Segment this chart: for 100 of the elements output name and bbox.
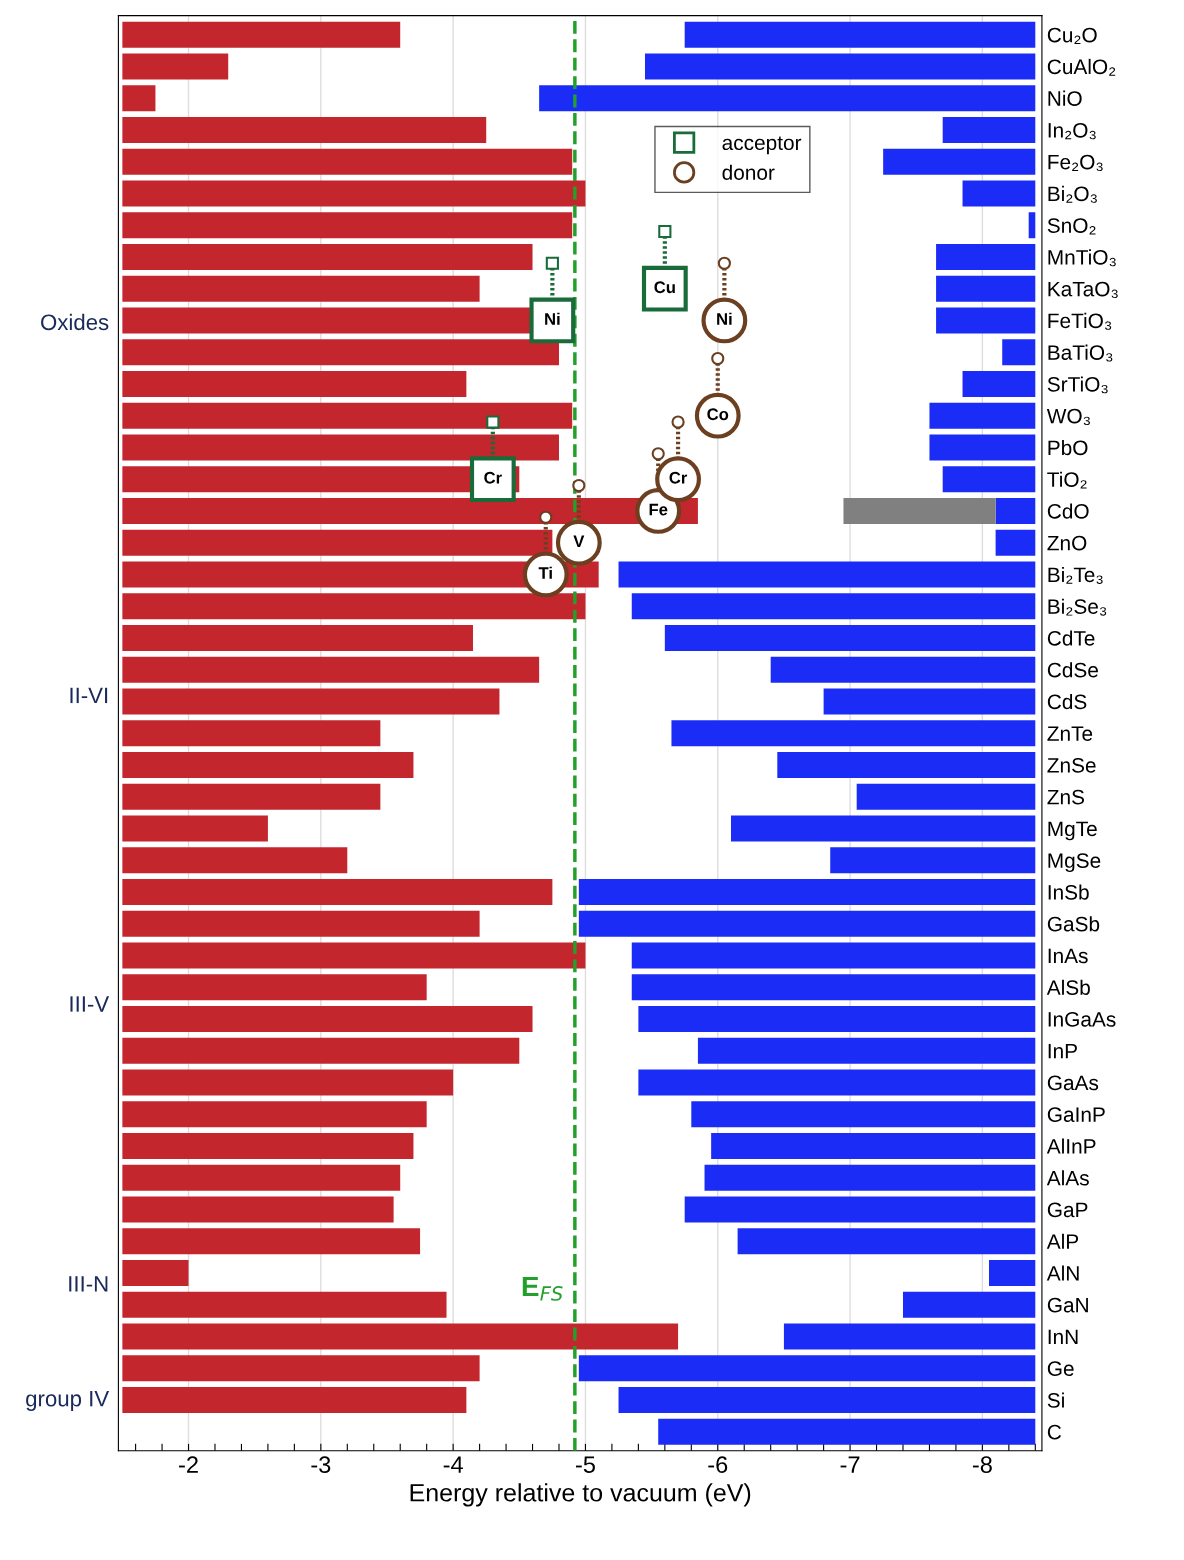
- x-axis-title: Energy relative to vacuum (eV): [410, 1483, 751, 1507]
- text: group IV: [26, 1391, 110, 1411]
- y-tick-label: KaTaO₃: [1048, 281, 1118, 299]
- bar: [122, 1005, 533, 1032]
- y-tick-label: GaN: [1047, 1297, 1088, 1313]
- bar: [777, 751, 1036, 778]
- data-label: Ti: [538, 566, 552, 579]
- bar: [711, 1132, 1036, 1159]
- bar: [122, 942, 586, 969]
- bar: [989, 1259, 1036, 1287]
- bar: [737, 1228, 1036, 1255]
- bar: [122, 1291, 447, 1318]
- bar: [691, 1101, 1036, 1128]
- bar: [122, 974, 427, 1001]
- y-tick-label: SnO₂: [1047, 218, 1096, 235]
- bar: [122, 1132, 414, 1159]
- data-label: V: [573, 535, 585, 547]
- bar: [122, 878, 553, 905]
- bar: [638, 1005, 1036, 1032]
- bar: [122, 1037, 520, 1064]
- text: III-N: [69, 1276, 108, 1292]
- y-tick-label: AlAs: [1046, 1170, 1089, 1186]
- bar: [962, 180, 1036, 207]
- x-tick-label: -3: [311, 1456, 331, 1473]
- bar: [929, 434, 1036, 461]
- bar: [122, 688, 500, 715]
- y-tick-label: InSb: [1048, 884, 1089, 900]
- y-tick-label: Fe₂O₃: [1048, 154, 1103, 172]
- bar: [1028, 212, 1036, 239]
- bar: [122, 339, 559, 366]
- bar: [942, 466, 1036, 493]
- bar: [122, 402, 573, 429]
- y-tick-label: Si: [1047, 1392, 1064, 1408]
- bar: [830, 847, 1036, 874]
- bar: [578, 878, 1036, 905]
- data-label: Cu: [654, 281, 675, 294]
- y-tick-label: MnTiO₃: [1048, 249, 1116, 267]
- bar: [122, 593, 586, 620]
- data-label: Ni: [545, 312, 560, 325]
- bar: [122, 1196, 394, 1223]
- y-tick-label: BaTiO₃: [1048, 344, 1113, 362]
- bar: [995, 529, 1036, 556]
- x-tick-label: -4: [443, 1456, 463, 1473]
- bar: [122, 1386, 467, 1414]
- bar: [122, 21, 401, 48]
- text: Oxides: [41, 313, 109, 331]
- bar: [618, 561, 1036, 588]
- y-tick-label: TiO₂: [1047, 471, 1087, 489]
- bar: [658, 1418, 1036, 1445]
- y-tick-label: Ge: [1047, 1361, 1074, 1376]
- data-label: Cr: [669, 471, 688, 484]
- bar: [684, 21, 1036, 48]
- y-tick-label: InP: [1048, 1043, 1077, 1059]
- bar: [883, 148, 1036, 175]
- y-tick-label: PbO: [1048, 439, 1088, 456]
- bar: [856, 783, 1036, 810]
- y-tick-label: Bi₂Se₃: [1048, 598, 1107, 616]
- bar: [122, 720, 381, 747]
- y-tick-label: CdTe: [1047, 630, 1095, 646]
- y-tick-label: ZnS: [1047, 789, 1085, 805]
- y-tick-label: AlP: [1046, 1233, 1079, 1249]
- bar: [122, 847, 348, 874]
- y-tick-label: Cu₂O: [1047, 27, 1097, 44]
- y-tick-label: Bi₂O₃: [1048, 185, 1097, 203]
- bar: [783, 1323, 1036, 1350]
- bar: [671, 720, 1036, 747]
- bar: [122, 148, 573, 175]
- y-tick-label: CdSe: [1047, 662, 1098, 678]
- bar: [578, 1355, 1036, 1382]
- y-tick-label: WO₃: [1046, 408, 1090, 426]
- y-tick-label: Bi₂Te₃: [1048, 566, 1103, 584]
- bar: [1002, 339, 1036, 366]
- bar: [122, 116, 487, 143]
- bar: [843, 497, 996, 524]
- bar: [122, 815, 268, 842]
- bar: [122, 370, 467, 397]
- bar: [122, 1259, 189, 1287]
- y-tick-label: In₂O₃: [1048, 122, 1096, 140]
- x-tick-label: -5: [576, 1456, 595, 1473]
- bar: [122, 1069, 454, 1096]
- bar: [631, 942, 1036, 969]
- bar: [122, 656, 540, 683]
- bar: [936, 307, 1036, 334]
- bar: [122, 53, 229, 80]
- data-label: Fe: [649, 503, 668, 516]
- bar: [631, 593, 1036, 620]
- bar: [539, 85, 1036, 112]
- ref-line-label: E$_{FS}$: [522, 1276, 563, 1301]
- bar: [638, 1069, 1036, 1096]
- bar: [122, 783, 381, 810]
- bar: [929, 402, 1036, 429]
- bar: [995, 497, 1036, 524]
- y-tick-label: AlN: [1046, 1265, 1079, 1281]
- y-tick-label: AlInP: [1046, 1138, 1096, 1154]
- bar: [122, 624, 473, 651]
- bar: [823, 688, 1036, 715]
- y-tick-label: InGaAs: [1048, 1011, 1116, 1027]
- bar: [770, 656, 1036, 683]
- bar: [618, 1386, 1036, 1414]
- text: III-V: [70, 996, 110, 1012]
